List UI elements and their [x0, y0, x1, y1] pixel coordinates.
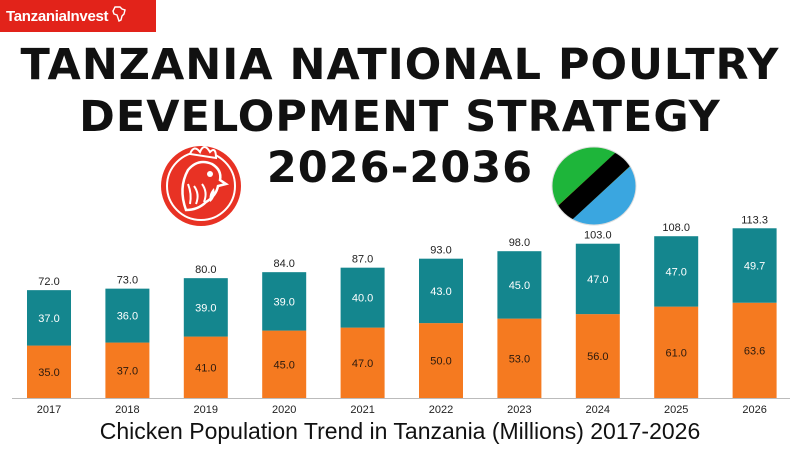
- data-label: 50.0: [430, 356, 451, 368]
- total-label: 108.0: [662, 222, 690, 234]
- data-label: 43.0: [430, 286, 451, 298]
- bar-segment: [732, 228, 777, 303]
- africa-map-icon: [112, 6, 127, 26]
- total-label: 103.0: [584, 230, 612, 242]
- bar-segment: [262, 272, 307, 331]
- data-label: 47.0: [587, 274, 608, 286]
- brand-logo[interactable]: TanzaniaInvest: [0, 0, 156, 32]
- x-tick-label: 2020: [272, 404, 296, 416]
- data-label: 37.0: [38, 313, 59, 325]
- data-label: 35.0: [38, 367, 59, 379]
- bar-segment: [654, 306, 699, 398]
- x-tick-label: 2025: [664, 404, 688, 416]
- data-label: 45.0: [273, 359, 294, 371]
- total-label: 84.0: [273, 258, 294, 270]
- x-tick-label: 2023: [507, 404, 531, 416]
- bar-segment: [27, 345, 71, 398]
- bar-segment: [262, 330, 307, 398]
- data-label: 47.0: [665, 266, 686, 278]
- data-label: 40.0: [352, 293, 373, 305]
- bar-segment: [732, 302, 777, 398]
- bar-segment: [575, 243, 620, 315]
- page-title-line-1: TANZANIA NATIONAL POULTRY: [20, 40, 780, 90]
- bar-segment: [105, 288, 150, 343]
- data-label: 56.0: [587, 351, 608, 363]
- bar-segment: [575, 314, 620, 398]
- x-tick-label: 2024: [586, 404, 610, 416]
- x-tick-label: 2019: [194, 404, 218, 416]
- total-label: 93.0: [430, 245, 451, 257]
- data-label: 53.0: [509, 353, 530, 365]
- data-label: 47.0: [352, 358, 373, 370]
- bar-segment: [340, 267, 385, 328]
- total-label: 87.0: [352, 254, 373, 266]
- chart-title: Chicken Population Trend in Tanzania (Mi…: [99, 418, 701, 444]
- bar-segment: [497, 318, 542, 398]
- bar-segment: [654, 236, 699, 307]
- bar-segment: [497, 251, 542, 319]
- bar-segment: [340, 327, 385, 398]
- data-label: 45.0: [509, 280, 530, 292]
- data-label: 63.6: [744, 345, 765, 357]
- x-tick-label: 2018: [115, 404, 139, 416]
- bar-segment: [105, 342, 150, 398]
- data-label: 61.0: [665, 347, 686, 359]
- data-label: 39.0: [273, 296, 294, 308]
- x-tick-label: 2021: [350, 404, 374, 416]
- data-label: 37.0: [117, 365, 138, 377]
- bar-segment: [419, 258, 463, 324]
- bar-segment: [27, 290, 71, 346]
- x-tick-label: 2026: [742, 404, 766, 416]
- x-tick-label: 2017: [37, 404, 61, 416]
- bar-segment: [183, 278, 228, 337]
- x-tick-label: 2022: [429, 404, 453, 416]
- data-label: 49.7: [744, 261, 765, 273]
- data-label: 36.0: [117, 311, 138, 323]
- total-label: 80.0: [195, 264, 216, 276]
- data-label: 41.0: [195, 362, 216, 374]
- total-label: 113.3: [741, 214, 768, 226]
- total-label: 73.0: [117, 275, 138, 287]
- page-title-line-2: DEVELOPMENT STRATEGY: [79, 92, 721, 142]
- page-title-line-3: 2026-2036: [266, 143, 534, 193]
- data-label: 39.0: [195, 302, 216, 314]
- total-label: 72.0: [38, 276, 59, 288]
- rooster-icon: [160, 140, 242, 234]
- total-label: 98.0: [509, 237, 530, 249]
- bar-segment: [183, 336, 228, 398]
- tanzania-flag-icon: [551, 146, 637, 230]
- brand-logo-text: TanzaniaInvest: [6, 7, 109, 25]
- bar-segment: [419, 323, 463, 398]
